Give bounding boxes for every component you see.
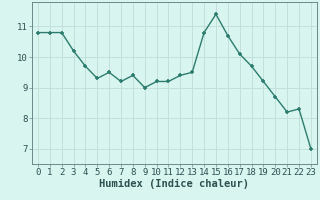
X-axis label: Humidex (Indice chaleur): Humidex (Indice chaleur) xyxy=(100,179,249,189)
